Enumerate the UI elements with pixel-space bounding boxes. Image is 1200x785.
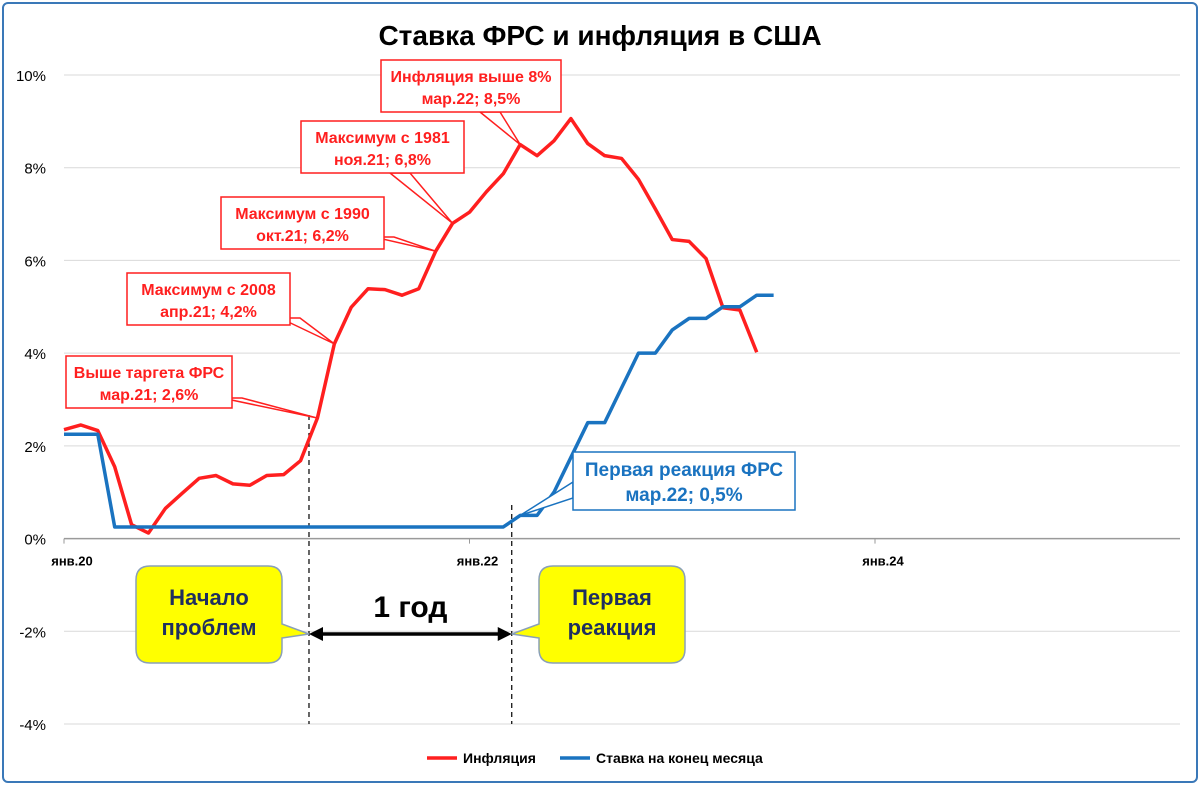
callout-bubble [511,565,686,664]
annotation-fed-first-reaction: Первая реакция ФРС мар.22; 0,5% [572,451,796,511]
y-tick-label: 4% [24,346,46,363]
y-axis-ticks: 10% 8% 6% 4% 2% 0% -2% -4% [16,68,46,734]
y-tick-label: 2% [24,439,46,456]
x-tick-label: янв.20 [51,554,93,569]
annotation-above-target: Выше таргета ФРС мар.21; 2,6% [65,355,233,409]
legend-label: Ставка на конец месяца [596,750,763,766]
annotation-infl-above-8: Инфляция выше 8% мар.22; 8,5% [380,59,562,113]
annotation-box [572,451,796,511]
y-tick-label: -4% [19,717,46,734]
y-tick-label: -2% [19,624,46,641]
legend: Инфляция Ставка на конец месяца [427,750,763,766]
series-lines [63,116,774,535]
y-tick-label: 10% [16,68,46,85]
annotation-box [126,272,291,326]
annotation-box [65,355,233,409]
x-axis-ticks: янв.20 янв.22 янв.24 [51,538,905,569]
fed-rate-line [64,293,774,529]
span-arrow-head-right [497,627,512,641]
span-arrow-head-left [308,627,323,641]
x-tick-label: янв.22 [457,554,499,569]
annotation-line1: Максимум с 2008 [141,282,276,299]
callout-start-problems: Начало проблем [135,565,310,664]
callout-line2: проблем [161,615,256,640]
annotation-box [380,59,562,113]
callouts: Начало проблем Первая реакция [135,565,686,664]
callout-line1: Первая [572,585,652,610]
callout-line2: реакция [568,615,657,640]
annotation-box [220,196,385,250]
y-tick-label: 6% [24,253,46,270]
annotation-line2: ноя.21; 6,8% [334,152,431,169]
legend-label: Инфляция [463,750,536,766]
annotation-leader [387,172,454,224]
y-tick-label: 0% [24,532,46,549]
annotation-line1: Первая реакция ФРС [585,460,784,481]
annotation-leader [519,480,574,517]
annotation-max-2008: Максимум с 2008 апр.21; 4,2% [126,272,291,326]
annotation-line2: апр.21; 4,2% [160,304,257,321]
reference-guides: 1 год [308,415,513,724]
annotation-line2: мар.22; 8,5% [422,91,521,108]
annotation-max-1981: Максимум с 1981 ноя.21; 6,8% [300,120,465,174]
inflation-line [63,116,759,535]
annotation-line2: мар.21; 2,6% [100,387,199,404]
annotation-leader [477,111,521,146]
x-tick-label: янв.24 [862,554,904,569]
annotation-leader [221,397,318,419]
annotation-line1: Максимум с 1990 [235,206,370,223]
callout-line1: Начало [169,585,249,610]
annotation-line2: окт.21; 6,2% [256,228,349,245]
annotation-line1: Выше таргета ФРС [74,365,225,382]
annotation-line1: Максимум с 1981 [315,130,450,147]
annotations: Выше таргета ФРС мар.21; 2,6% Максимум с 2… [65,59,796,511]
annotation-box [300,120,465,174]
annotation-line1: Инфляция выше 8% [390,69,551,86]
annotation-max-1990: Максимум с 1990 окт.21; 6,2% [220,196,385,250]
callout-first-reaction: Первая реакция [511,565,686,664]
y-tick-label: 8% [24,161,46,178]
annotation-line2: мар.22; 0,5% [625,485,742,506]
grid-lines [64,74,1180,725]
span-label: 1 год [373,591,447,624]
callout-bubble [135,565,310,664]
chart-title: Ставка ФРС и инфляция в США [378,20,821,51]
